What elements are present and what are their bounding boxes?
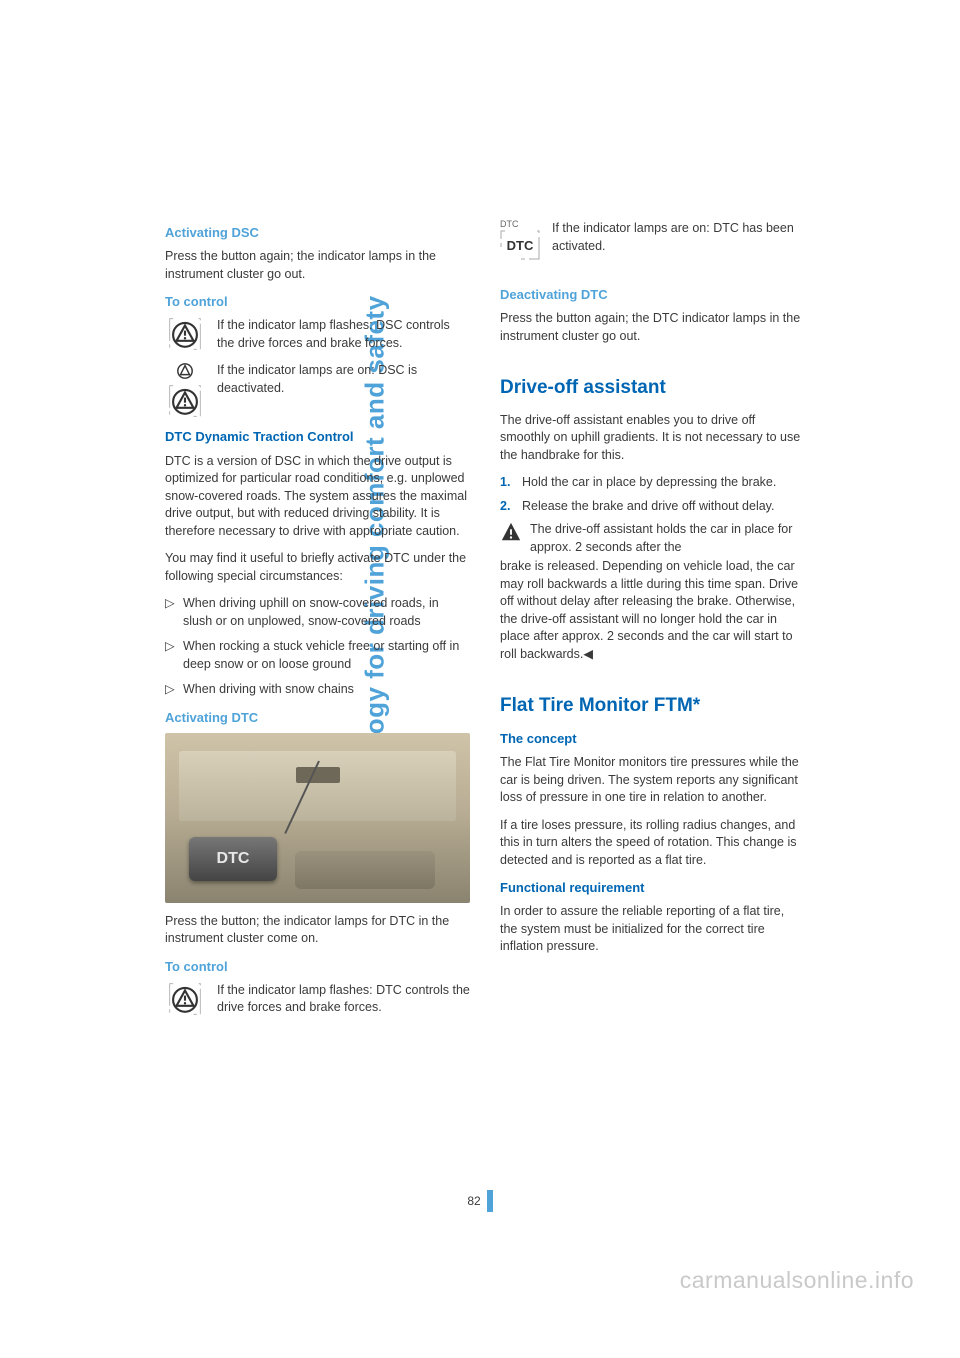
warning-text-lead: The drive-off assistant holds the car in… — [530, 521, 805, 556]
heading-ftm: Flat Tire Monitor FTM* — [500, 693, 805, 720]
right-column: DTC DTC If the indicator lamps are on: D… — [500, 220, 805, 1027]
dsc-triangle-icon-2 — [168, 384, 202, 418]
text-functional-req: In order to assure the reliable reportin… — [500, 903, 805, 956]
text-drive-off-intro: The drive-off assistant enables you to d… — [500, 412, 805, 465]
bullet-icon: ▷ — [165, 681, 175, 699]
heading-deactivating-dtc: Deactivating DTC — [500, 286, 805, 304]
dtc-indicator-icon: DTC — [500, 230, 540, 260]
step-number: 2. — [500, 498, 514, 516]
list-item: ▷ When driving uphill on snow-covered ro… — [165, 595, 470, 630]
list-item: 2. Release the brake and drive off witho… — [500, 498, 805, 516]
step-number: 1. — [500, 474, 514, 492]
bullet-text: When rocking a stuck vehicle free or sta… — [183, 638, 470, 673]
indicator-row-dsc-flash: If the indicator lamp flashes: DSC contr… — [165, 317, 470, 352]
dtc-button-illustration: DTC — [165, 733, 470, 903]
heading-activating-dsc: Activating DSC — [165, 224, 470, 242]
indicator-row-dtc-on: DTC DTC If the indicator lamps are on: D… — [500, 220, 805, 260]
warning-text-rest: brake is released. Depending on vehicle … — [500, 558, 805, 663]
bullet-icon: ▷ — [165, 595, 175, 630]
warning-block: The drive-off assistant holds the car in… — [500, 521, 805, 556]
text-deactivating-dtc: Press the button again; the DTC indicato… — [500, 310, 805, 345]
text-concept-2: If a tire loses pressure, its rolling ra… — [500, 817, 805, 870]
dtc-small-label: DTC — [500, 218, 519, 231]
page-number-block: 82 — [467, 1190, 492, 1212]
page-content: Activating DSC Press the button again; t… — [165, 220, 805, 1027]
svg-text:DTC: DTC — [507, 238, 534, 253]
step-text: Hold the car in place by depressing the … — [522, 474, 776, 492]
drive-off-steps: 1. Hold the car in place by depressing t… — [500, 474, 805, 515]
heading-functional-req: Functional requirement — [500, 879, 805, 897]
dsc-small-circle-icon — [176, 362, 194, 380]
dtc-physical-button: DTC — [189, 837, 277, 881]
list-item: ▷ When driving with snow chains — [165, 681, 470, 699]
dtc-triangle-icon — [168, 982, 202, 1016]
left-column: Activating DSC Press the button again; t… — [165, 220, 470, 1027]
text-dtc-p2: You may find it useful to briefly activa… — [165, 550, 470, 585]
list-item: 1. Hold the car in place by depressing t… — [500, 474, 805, 492]
warning-triangle-icon — [500, 521, 522, 543]
text-dtc-flash: If the indicator lamp flashes: DTC contr… — [217, 982, 470, 1017]
text-activating-dsc: Press the button again; the indicator la… — [165, 248, 470, 283]
text-activating-dtc-caption: Press the button; the indicator lamps fo… — [165, 913, 470, 948]
dtc-slot — [296, 767, 340, 783]
heading-to-control-2: To control — [165, 958, 470, 976]
indicator-row-dtc-flash: If the indicator lamp flashes: DTC contr… — [165, 982, 470, 1017]
text-dtc-p1: DTC is a version of DSC in which the dri… — [165, 453, 470, 541]
text-dsc-flash: If the indicator lamp flashes: DSC contr… — [217, 317, 470, 352]
page-number: 82 — [467, 1194, 480, 1208]
list-item: ▷ When rocking a stuck vehicle free or s… — [165, 638, 470, 673]
heading-concept: The concept — [500, 730, 805, 748]
dtc-panel — [295, 851, 435, 889]
text-dsc-on: If the indicator lamps are on: DSC is de… — [217, 362, 470, 397]
dsc-triangle-icon — [168, 317, 202, 351]
text-dtc-activated: If the indicator lamps are on: DTC has b… — [552, 220, 805, 255]
heading-to-control-1: To control — [165, 293, 470, 311]
bullet-text: When driving uphill on snow-covered road… — [183, 595, 470, 630]
text-concept-1: The Flat Tire Monitor monitors tire pres… — [500, 754, 805, 807]
page-marker-bar — [487, 1190, 493, 1212]
heading-drive-off-assistant: Drive-off assistant — [500, 375, 805, 402]
bullet-icon: ▷ — [165, 638, 175, 673]
heading-dtc-traction: DTC Dynamic Traction Control — [165, 428, 470, 446]
watermark-text: carmanualsonline.info — [680, 1267, 914, 1294]
dtc-bullets: ▷ When driving uphill on snow-covered ro… — [165, 595, 470, 699]
bullet-text: When driving with snow chains — [183, 681, 354, 699]
page-footer: 82 — [0, 1190, 960, 1212]
indicator-row-dsc-on: If the indicator lamps are on: DSC is de… — [165, 362, 470, 418]
step-text: Release the brake and drive off without … — [522, 498, 774, 516]
heading-activating-dtc: Activating DTC — [165, 709, 470, 727]
